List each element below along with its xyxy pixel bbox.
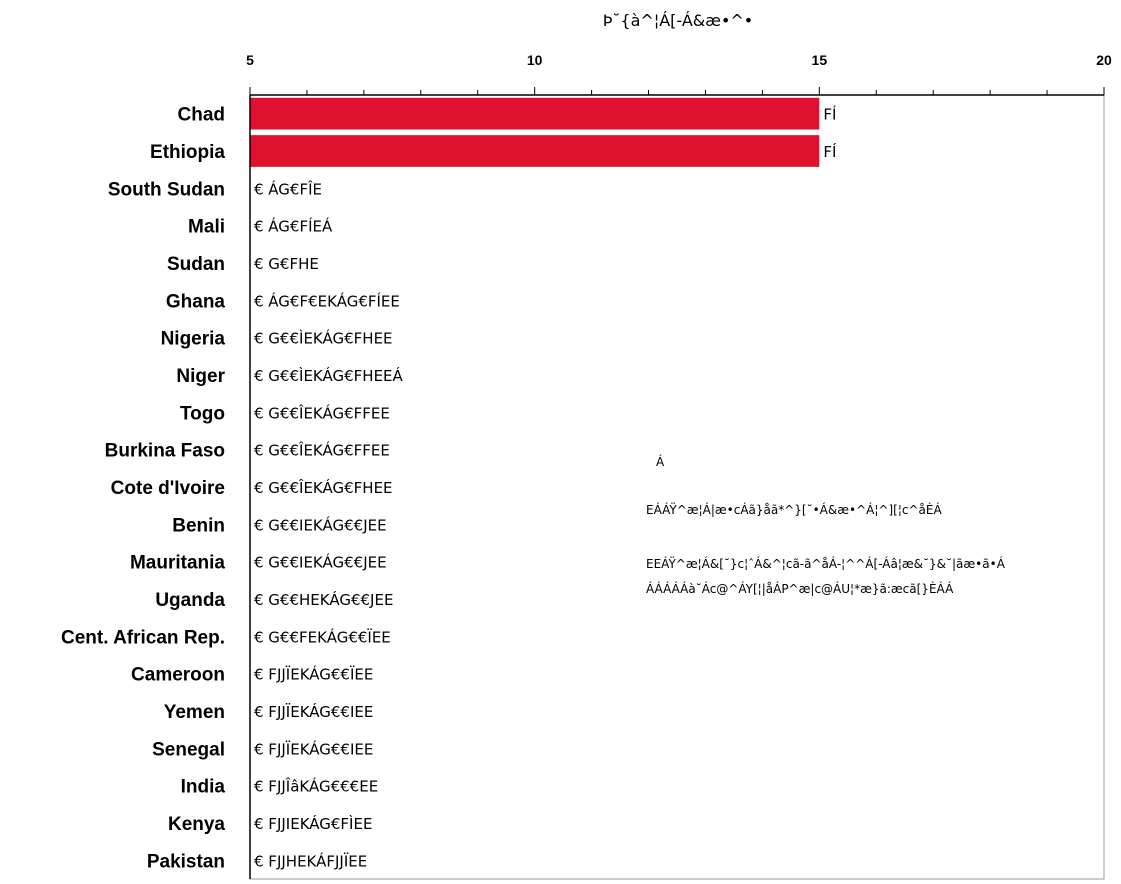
category-label: Senegal: [152, 739, 225, 760]
category-label: Ghana: [166, 291, 226, 312]
data-label: FÍ: [823, 105, 836, 124]
data-label: € G€€HEKÁG€€JEE: [254, 590, 393, 609]
category-label: Cameroon: [131, 665, 225, 686]
category-label: Togo: [180, 403, 225, 424]
data-label: € FJJÎâKÁG€€€EE: [254, 777, 378, 796]
x-axis-title: Þ˘{à^¦Á[-Á&æ•^•: [603, 11, 753, 30]
category-label: Benin: [172, 515, 225, 536]
category-label: Mauritania: [130, 553, 225, 574]
category-label: Mali: [188, 217, 225, 238]
x-tick-label: 10: [527, 52, 543, 68]
data-label: € FJJÏEKÁG€€IEE: [254, 739, 373, 758]
footnote-line-2: EÁÁŸ^æ¦Á|æ•cÁã}åã*^}[˘•Á&æ•^Á¦^][¦c^åÈÁ: [646, 502, 942, 517]
footnote-line-1: Á: [656, 454, 665, 469]
category-label: Uganda: [155, 590, 225, 611]
category-label: India: [181, 777, 226, 798]
data-label: FÍ: [823, 142, 836, 161]
data-label: € G€€IEKÁG€€JEE: [254, 553, 387, 572]
category-label: Yemen: [164, 702, 225, 723]
data-label: € ÁG€FÎE: [254, 179, 322, 198]
category-labels-group: Chad Ethiopia South Sudan Mali Sudan Ghana Nig…: [61, 105, 226, 873]
x-axis: 5 10 15 20: [246, 52, 1112, 96]
category-label: Niger: [176, 366, 225, 387]
category-label: Sudan: [167, 254, 225, 275]
data-label: € FJJIEKÁG€FÌEE: [254, 814, 372, 833]
category-label: Cote d'Ivoire: [111, 478, 225, 499]
category-label: Burkina Faso: [105, 441, 225, 462]
data-label: € FJJHEKÁFJJÏEE: [254, 851, 367, 870]
data-label: € G€FHE: [254, 255, 319, 273]
data-label: € G€€ÎEKÁG€FFEE: [254, 441, 390, 460]
footnote-line-4: ÁÁÁÁÁà˘Ác@^ÁY[¦|åÁP^æ|c@ÁU¦*æ}ã:æcã[}ÈÁÁ: [646, 581, 954, 596]
data-label: € G€€IEKÁG€€JEE: [254, 515, 387, 534]
data-label: € FJJÏEKÁG€€ÏEE: [254, 665, 373, 684]
footnote-line-3: EEÁŸ^æ¦Á&[˘}c¦ˆÁ&^¦cã-ã^åÁ-¦^^Á[-Áâ¦æ&˘}…: [646, 556, 1006, 571]
data-label: € FJJÏEKÁG€€IEE: [254, 702, 373, 721]
data-label: € ÁG€FÍEÁ: [254, 217, 333, 236]
footnote: Á EÁÁŸ^æ¦Á|æ•cÁã}åã*^}[˘•Á&æ•^Á¦^][¦c^åÈ…: [646, 454, 1006, 596]
data-label: € G€€ÎEKÁG€FFEE: [254, 403, 390, 422]
category-label: South Sudan: [108, 179, 225, 200]
category-label: Nigeria: [161, 329, 226, 350]
data-label: € G€€ÌEKÁG€FHEEÁ: [254, 366, 404, 385]
category-label: Kenya: [168, 814, 225, 835]
category-label: Pakistan: [147, 851, 225, 872]
bar: [250, 135, 820, 167]
x-tick-label: 20: [1096, 52, 1112, 68]
category-label: Ethiopia: [150, 142, 225, 163]
data-label: € G€€ÎEKÁG€FHEE: [254, 478, 393, 497]
data-label: € G€€FEKÁG€€ÏEE: [254, 627, 391, 646]
x-tick-label: 15: [812, 52, 828, 68]
category-label: Chad: [178, 105, 226, 126]
bars-group: [250, 97, 820, 167]
category-label: Cent. African Rep.: [61, 627, 225, 648]
bar: [250, 97, 820, 130]
x-tick-label: 5: [246, 52, 254, 68]
data-labels-group: FÍ FÍ € ÁG€FÎE € ÁG€FÍEÁ € G€FHE € ÁG€F€EKÁG€…: [254, 105, 836, 871]
data-label: € G€€ÌEKÁG€FHEE: [254, 329, 393, 348]
data-label: € ÁG€F€EKÁG€FÍEE: [254, 291, 400, 310]
